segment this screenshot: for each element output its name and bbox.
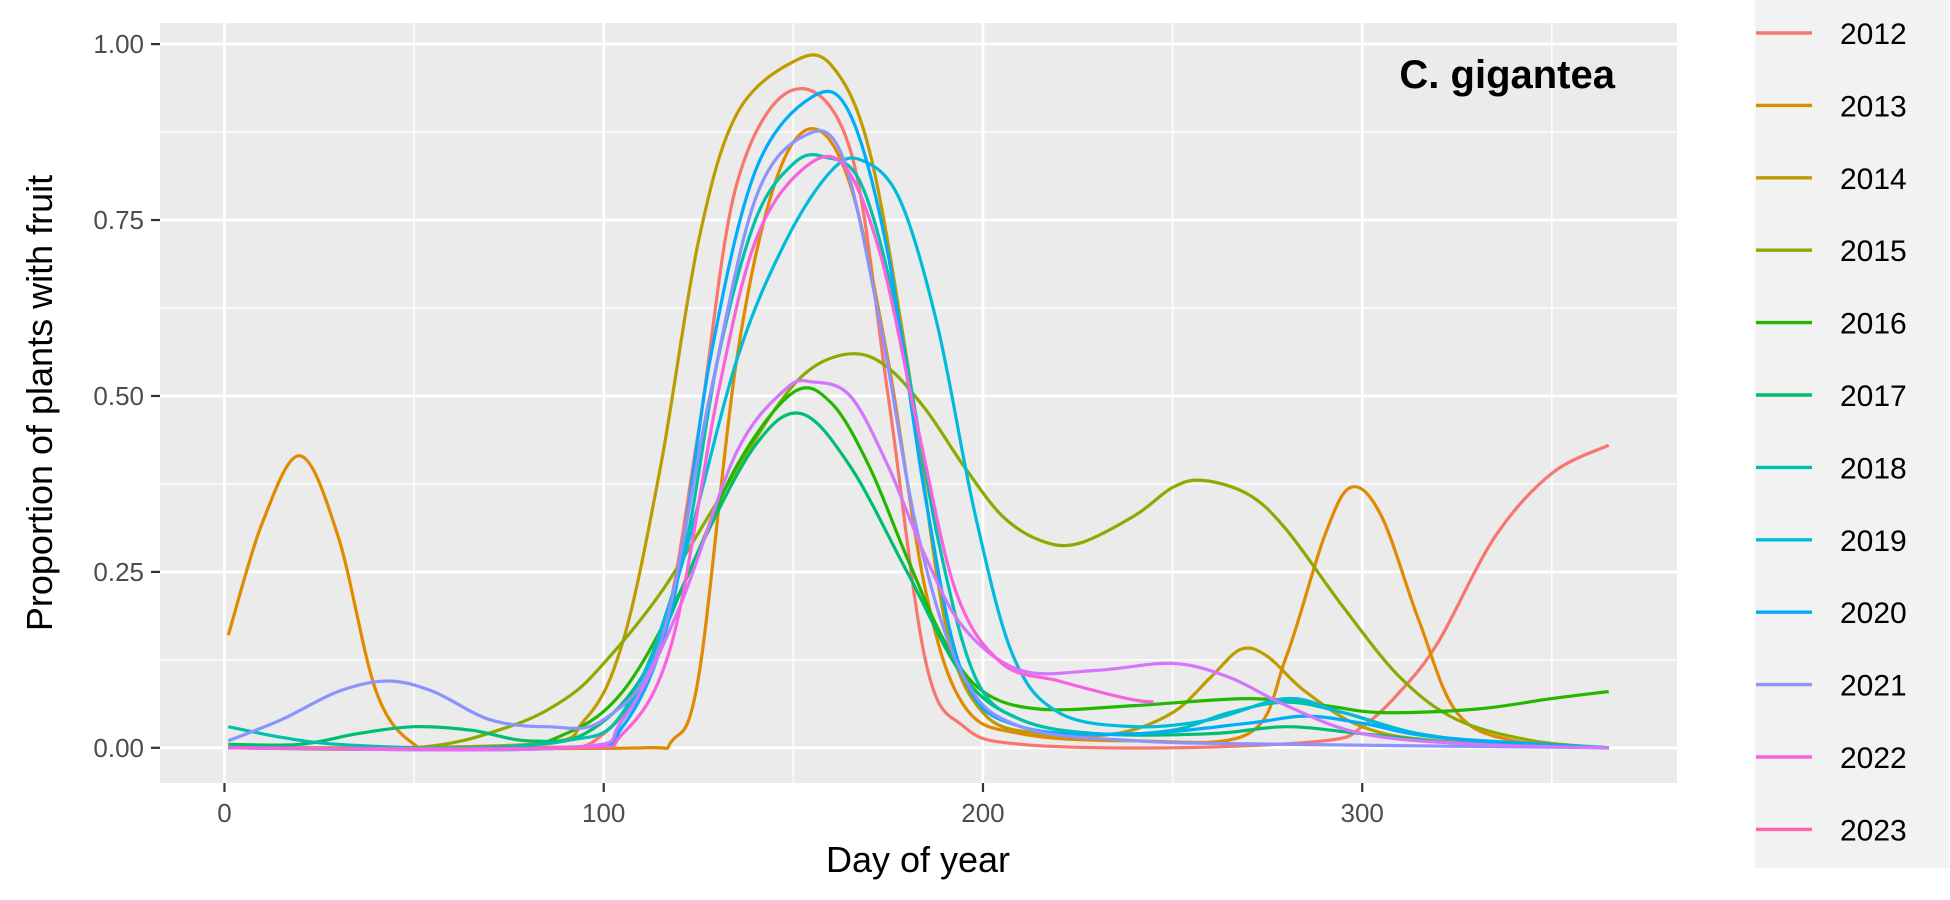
series-line-2020 (228, 89, 1609, 751)
x-tick-labels: 0 100 200 300 (217, 798, 1384, 828)
axis-ticks (151, 43, 1364, 792)
series-line-2016 (228, 386, 1609, 751)
series-line-2017 (228, 411, 1609, 750)
legend-label-2019: 2019 (1840, 525, 1907, 558)
legend: 2012 2013 2014 2015 2016 2017 2018 2019 2020 2021… (1756, 18, 1907, 847)
y-tick-labels: 0.00 0.25 0.50 0.75 1.00 (93, 29, 144, 763)
legend-label-2021: 2021 (1840, 670, 1907, 703)
series-line-2022 (228, 378, 1609, 752)
species-annotation: C. gigantea (1399, 53, 1615, 97)
legend-label-2018: 2018 (1840, 452, 1907, 485)
legend-label-2016: 2016 (1840, 308, 1907, 341)
x-tick-label: 200 (961, 798, 1004, 828)
y-tick-label: 0.25 (93, 557, 144, 587)
minor-gridlines (160, 23, 1677, 783)
legend-label-2014: 2014 (1840, 163, 1907, 196)
y-tick-label: 0.00 (93, 733, 144, 763)
x-axis-title: Day of year (826, 839, 1010, 880)
series-lines (226, 53, 1610, 752)
legend-label-2015: 2015 (1840, 235, 1907, 268)
legend-label-2022: 2022 (1840, 742, 1907, 775)
panel-background (160, 23, 1677, 783)
series-line-2021 (227, 129, 1609, 750)
legend-label-2017: 2017 (1840, 380, 1907, 413)
legend-label-2013: 2013 (1840, 90, 1907, 123)
y-tick-label: 0.50 (93, 381, 144, 411)
legend-label-2020: 2020 (1840, 597, 1907, 630)
y-tick-label: 0.75 (93, 205, 144, 235)
legend-label-2023: 2023 (1840, 814, 1907, 847)
legend-label-2012: 2012 (1840, 18, 1907, 51)
legend-background (1755, 0, 1949, 868)
series-line-2023 (228, 154, 1154, 751)
x-tick-label: 100 (582, 798, 625, 828)
y-axis-title: Proportion of plants with fruit (19, 175, 60, 631)
major-gridlines (160, 23, 1677, 783)
y-tick-label: 1.00 (93, 29, 144, 59)
x-tick-label: 300 (1341, 798, 1384, 828)
x-tick-label: 0 (217, 798, 231, 828)
